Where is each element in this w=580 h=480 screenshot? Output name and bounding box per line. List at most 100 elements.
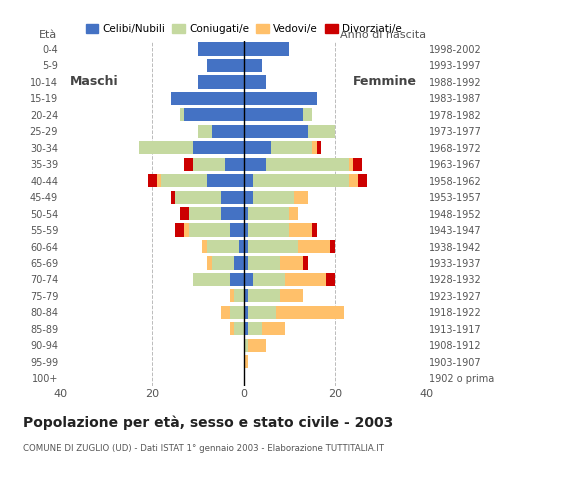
- Bar: [221, 191, 244, 204]
- Bar: [244, 125, 307, 138]
- Bar: [253, 191, 294, 204]
- Bar: [244, 322, 248, 336]
- Bar: [253, 273, 285, 286]
- Legend: Celibi/Nubili, Coniugati/e, Vedovi/e, Divorziati/e: Celibi/Nubili, Coniugati/e, Vedovi/e, Di…: [81, 20, 406, 38]
- Bar: [248, 289, 280, 302]
- Bar: [230, 322, 234, 336]
- Bar: [221, 306, 230, 319]
- Bar: [280, 256, 303, 270]
- Bar: [244, 207, 248, 220]
- Bar: [244, 273, 253, 286]
- Bar: [294, 191, 307, 204]
- Bar: [139, 141, 193, 155]
- Bar: [244, 289, 248, 302]
- Text: COMUNE DI ZUGLIO (UD) - Dati ISTAT 1° gennaio 2003 - Elaborazione TUTTITALIA.IT: COMUNE DI ZUGLIO (UD) - Dati ISTAT 1° ge…: [23, 444, 384, 453]
- Bar: [303, 256, 307, 270]
- Bar: [285, 273, 326, 286]
- Bar: [225, 157, 244, 171]
- Bar: [188, 224, 230, 237]
- Bar: [307, 125, 335, 138]
- Bar: [244, 256, 248, 270]
- Bar: [198, 125, 212, 138]
- Bar: [244, 306, 248, 319]
- Bar: [244, 240, 248, 253]
- Bar: [244, 108, 303, 121]
- Bar: [180, 108, 184, 121]
- Bar: [253, 174, 349, 187]
- Bar: [244, 355, 248, 368]
- Bar: [148, 174, 157, 187]
- Bar: [207, 59, 244, 72]
- Bar: [193, 157, 225, 171]
- Bar: [244, 75, 266, 88]
- Text: Maschi: Maschi: [70, 75, 119, 88]
- Bar: [299, 240, 331, 253]
- Bar: [175, 224, 184, 237]
- Text: Anno di nascita: Anno di nascita: [340, 30, 426, 40]
- Bar: [161, 174, 207, 187]
- Bar: [262, 322, 285, 336]
- Bar: [212, 256, 234, 270]
- Bar: [234, 322, 244, 336]
- Bar: [207, 256, 212, 270]
- Bar: [349, 157, 353, 171]
- Bar: [312, 224, 317, 237]
- Bar: [280, 289, 303, 302]
- Bar: [244, 141, 271, 155]
- Bar: [244, 339, 248, 352]
- Bar: [230, 289, 234, 302]
- Bar: [202, 240, 207, 253]
- Bar: [230, 224, 244, 237]
- Bar: [271, 141, 312, 155]
- Bar: [198, 42, 244, 56]
- Bar: [244, 157, 266, 171]
- Bar: [184, 108, 244, 121]
- Bar: [244, 191, 253, 204]
- Bar: [248, 224, 289, 237]
- Bar: [244, 174, 253, 187]
- Bar: [248, 339, 266, 352]
- Text: Popolazione per età, sesso e stato civile - 2003: Popolazione per età, sesso e stato civil…: [23, 415, 393, 430]
- Bar: [248, 306, 276, 319]
- Bar: [244, 224, 248, 237]
- Bar: [207, 174, 244, 187]
- Bar: [230, 306, 244, 319]
- Bar: [221, 207, 244, 220]
- Bar: [331, 240, 335, 253]
- Bar: [234, 256, 244, 270]
- Bar: [289, 224, 312, 237]
- Text: Età: Età: [39, 30, 57, 40]
- Bar: [171, 191, 175, 204]
- Bar: [248, 322, 262, 336]
- Bar: [266, 157, 349, 171]
- Bar: [207, 240, 239, 253]
- Bar: [189, 207, 221, 220]
- Bar: [171, 92, 244, 105]
- Bar: [230, 273, 244, 286]
- Bar: [312, 141, 317, 155]
- Bar: [244, 92, 317, 105]
- Bar: [248, 256, 280, 270]
- Bar: [248, 240, 299, 253]
- Bar: [353, 157, 362, 171]
- Bar: [180, 207, 189, 220]
- Bar: [248, 207, 289, 220]
- Bar: [276, 306, 344, 319]
- Bar: [184, 224, 189, 237]
- Bar: [175, 191, 221, 204]
- Bar: [212, 125, 244, 138]
- Bar: [358, 174, 367, 187]
- Bar: [239, 240, 244, 253]
- Bar: [303, 108, 312, 121]
- Bar: [184, 157, 193, 171]
- Text: Femmine: Femmine: [353, 75, 417, 88]
- Bar: [326, 273, 335, 286]
- Bar: [244, 59, 262, 72]
- Bar: [193, 273, 230, 286]
- Bar: [244, 42, 289, 56]
- Bar: [349, 174, 358, 187]
- Bar: [157, 174, 161, 187]
- Bar: [193, 141, 244, 155]
- Bar: [317, 141, 321, 155]
- Bar: [234, 289, 244, 302]
